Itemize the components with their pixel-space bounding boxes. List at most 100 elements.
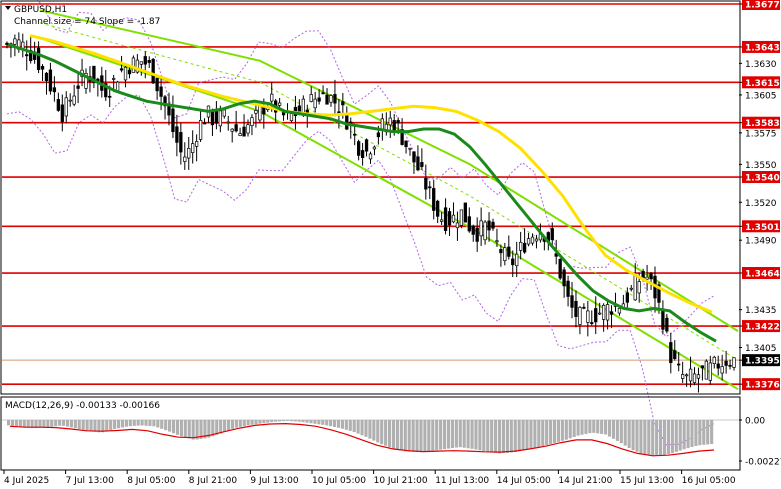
macd-bar-76: [305, 420, 309, 423]
macd-bar-62: [250, 420, 254, 425]
macd-bar-1: [10, 420, 15, 426]
candle-body-107: [428, 186, 432, 189]
macd-bar-23: [97, 420, 101, 433]
macd-bar-55: [223, 420, 227, 433]
macd-bar-87: [348, 420, 352, 431]
macd-pane-frame: [0, 396, 741, 471]
y-tick-label-1: 1.3643: [745, 43, 780, 53]
macd-bar-113: [450, 420, 454, 449]
y-tick-label-11: 1.3490: [745, 237, 777, 247]
candle-body-62: [250, 117, 254, 126]
y-tick-label-2: 1.3630: [745, 60, 777, 70]
macd-bar-169: [670, 420, 674, 454]
macd-bar-148: [588, 420, 592, 434]
macd-bar-57: [230, 420, 235, 429]
candle-body-116: [463, 202, 467, 223]
candle-body-88: [353, 133, 357, 136]
bollinger-bands: [6, 0, 715, 446]
macd-bar-150: [596, 420, 600, 434]
macd-bar-72: [289, 420, 293, 422]
candle-body-92: [368, 153, 373, 160]
candle-body-79: [317, 97, 321, 102]
macd-bar-136: [541, 420, 545, 447]
candle-body-139: [554, 253, 558, 257]
fast-ma-line: [7, 42, 717, 343]
macd-bar-175: [694, 420, 698, 446]
macd-bar-124: [494, 420, 498, 453]
macd-bar-50: [203, 420, 207, 439]
candle-body-72: [289, 113, 294, 122]
macd-bar-123: [490, 420, 494, 453]
macd-bar-109: [435, 420, 439, 451]
macd-bar-171: [678, 420, 682, 451]
collapse-triangle-icon[interactable]: [5, 6, 11, 10]
support-resistance-lines: [2, 3, 739, 385]
macd-bar-125: [497, 420, 502, 454]
y-tick-label-13: 1.3435: [745, 306, 777, 316]
candle-body-123: [491, 221, 495, 229]
channel-indicator-label: Channel size = 74 Slope = -1.87: [14, 17, 160, 27]
macd-bar-119: [474, 420, 478, 450]
x-tick-label-5: 10 Jul 05:00: [312, 476, 366, 486]
macd-bar-64: [258, 420, 262, 424]
macd-bar-68: [274, 420, 278, 422]
candle-body-35: [143, 56, 147, 65]
macd-bar-73: [293, 420, 297, 422]
macd-bar-41: [168, 420, 172, 432]
candle-body-100: [400, 129, 404, 145]
macd-bar-97: [387, 420, 392, 448]
macd-bar-16: [69, 420, 73, 428]
macd-bar-26: [109, 420, 113, 431]
candle-body-12: [52, 87, 57, 93]
y-tick-label-8: 1.3540: [745, 174, 780, 184]
macd-bar-8: [38, 420, 42, 428]
macd-label: MACD(12,26,9) -0.00133 -0.00166: [5, 401, 160, 411]
macd-bar-127: [505, 420, 509, 453]
macd-bar-81: [325, 420, 329, 426]
candle-body-153: [609, 311, 614, 315]
macd-bar-161: [639, 420, 643, 454]
upper-band-line: [37, 0, 715, 338]
candle-body-141: [562, 269, 566, 287]
macd-bar-158: [627, 420, 631, 449]
candle-body-119: [475, 227, 479, 242]
macd-bar-21: [89, 420, 93, 432]
candle-body-172: [684, 374, 689, 377]
candle-body-182: [724, 360, 728, 366]
x-tick-label-9: 14 Jul 21:00: [558, 476, 612, 486]
candle-body-18: [76, 85, 80, 89]
macd-bar-13: [58, 420, 62, 426]
candle-body-142: [566, 280, 570, 297]
macd-bar-170: [674, 420, 678, 452]
macd-bar-54: [219, 420, 223, 434]
macd-bar-84: [336, 420, 341, 428]
macd-bar-138: [549, 420, 553, 444]
candle-body-74: [297, 105, 302, 112]
y-tick-label-0: 1.3677: [745, 1, 780, 11]
candle-body-5: [25, 54, 29, 57]
macd-bar-12: [54, 420, 58, 427]
candle-body-8: [36, 47, 41, 70]
candle-body-65: [262, 107, 266, 115]
candle-body-157: [625, 292, 629, 303]
macd-bar-48: [195, 420, 199, 440]
macd-bar-129: [513, 420, 517, 452]
macd-bar-52: [211, 420, 215, 437]
candle-body-114: [455, 222, 460, 229]
macd-bar-66: [266, 420, 270, 423]
candle-body-134: [534, 238, 539, 242]
macd-bar-176: [698, 420, 702, 446]
candle-body-178: [708, 362, 712, 381]
macd-bar-139: [552, 420, 557, 443]
macd-bar-159: [631, 420, 635, 451]
macd-bar-49: [199, 420, 203, 439]
macd-bar-78: [313, 420, 317, 424]
candle-body-28: [115, 81, 120, 92]
macd-bar-142: [564, 420, 568, 440]
macd-bar-162: [643, 420, 647, 456]
candle-body-148: [590, 322, 594, 324]
candle-body-85: [341, 101, 345, 106]
candle-body-48: [194, 141, 199, 147]
candle-body-54: [218, 110, 222, 127]
macd-bar-74: [297, 420, 301, 422]
